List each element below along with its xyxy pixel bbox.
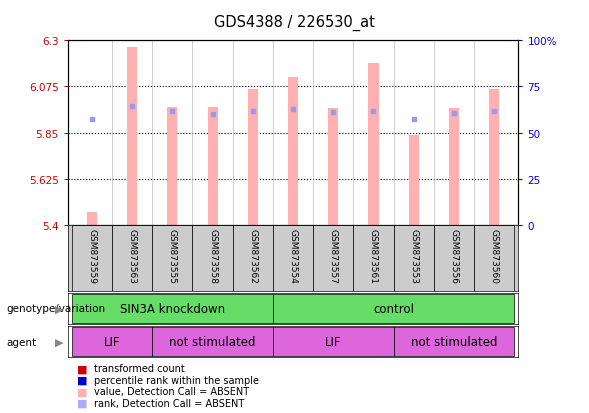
Text: GSM873554: GSM873554 [289, 228, 297, 283]
Text: percentile rank within the sample: percentile rank within the sample [94, 375, 259, 385]
Text: value, Detection Call = ABSENT: value, Detection Call = ABSENT [94, 387, 249, 396]
Bar [152, 225, 193, 291]
Text: GSM873563: GSM873563 [128, 228, 137, 283]
Bar [273, 327, 393, 356]
Text: GSM873555: GSM873555 [168, 228, 177, 283]
Text: ▶: ▶ [55, 304, 64, 313]
Bar [72, 327, 152, 356]
Text: LIF: LIF [104, 335, 120, 348]
Text: ■: ■ [77, 387, 87, 396]
Text: ■: ■ [77, 363, 87, 373]
Text: GSM873562: GSM873562 [249, 228, 257, 283]
Text: GDS4388 / 226530_at: GDS4388 / 226530_at [214, 14, 375, 31]
Text: rank, Detection Call = ABSENT: rank, Detection Call = ABSENT [94, 398, 244, 408]
Text: not stimulated: not stimulated [169, 335, 256, 348]
Bar [449, 109, 459, 225]
Bar [127, 47, 137, 225]
Text: GSM873556: GSM873556 [449, 228, 458, 283]
Text: GSM873560: GSM873560 [489, 228, 499, 283]
Bar [167, 108, 177, 225]
Bar [233, 225, 273, 291]
Text: transformed count: transformed count [94, 363, 185, 373]
Bar [474, 225, 514, 291]
Bar [87, 213, 97, 225]
Text: not stimulated: not stimulated [411, 335, 497, 348]
Bar [207, 108, 217, 225]
Text: GSM873557: GSM873557 [329, 228, 337, 283]
Bar [369, 64, 379, 225]
Text: GSM873559: GSM873559 [87, 228, 97, 283]
Bar [434, 225, 474, 291]
Bar [288, 78, 298, 225]
Text: SIN3A knockdown: SIN3A knockdown [120, 302, 225, 315]
Bar [393, 327, 514, 356]
Bar [152, 327, 273, 356]
Bar [193, 225, 233, 291]
Bar [72, 294, 273, 324]
Text: genotype/variation: genotype/variation [6, 304, 105, 313]
Bar [112, 225, 152, 291]
Bar [328, 109, 338, 225]
Text: LIF: LIF [325, 335, 342, 348]
Bar [273, 294, 514, 324]
Text: GSM873558: GSM873558 [208, 228, 217, 283]
Bar [72, 225, 112, 291]
Bar [489, 89, 499, 225]
Text: ■: ■ [77, 375, 87, 385]
Bar [248, 89, 258, 225]
Bar [353, 225, 393, 291]
Text: ▶: ▶ [55, 337, 64, 347]
Text: GSM873561: GSM873561 [369, 228, 378, 283]
Bar [313, 225, 353, 291]
Text: agent: agent [6, 337, 36, 347]
Bar [273, 225, 313, 291]
Text: control: control [373, 302, 414, 315]
Bar [393, 225, 434, 291]
Text: GSM873553: GSM873553 [409, 228, 418, 283]
Text: ■: ■ [77, 398, 87, 408]
Bar [409, 135, 419, 225]
